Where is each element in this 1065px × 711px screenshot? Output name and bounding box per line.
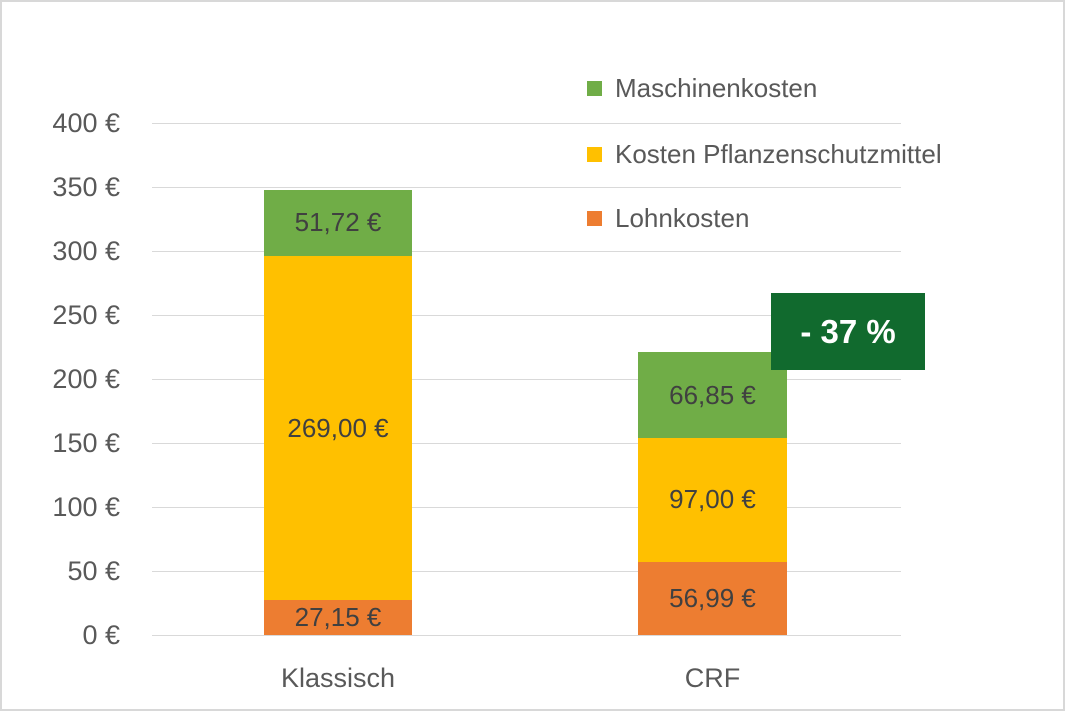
bar-segment-maschinenkosten-klassisch: 51,72 € xyxy=(264,189,412,256)
bar-segment-maschinenkosten-crf: 66,85 € xyxy=(638,352,787,438)
gridline xyxy=(152,251,901,252)
y-axis-tick-label: 350 € xyxy=(52,172,120,202)
bar-segment-value-label: 27,15 € xyxy=(294,602,382,633)
y-axis-tick-label: 300 € xyxy=(52,236,120,266)
bar-segment-value-label: 97,00 € xyxy=(669,484,756,515)
gridline xyxy=(152,123,901,124)
legend-label: Lohnkosten xyxy=(615,202,750,233)
gridline xyxy=(152,635,901,636)
y-axis-tick-label: 50 € xyxy=(67,556,120,586)
legend-swatch-icon xyxy=(587,210,602,226)
legend-swatch-icon xyxy=(587,80,602,96)
gridline xyxy=(152,507,901,508)
legend-label: Kosten Pflanzenschutzmittel xyxy=(615,138,942,169)
percent-change-badge: - 37 % xyxy=(771,293,925,370)
legend-swatch-icon xyxy=(587,146,602,162)
bar-segment-kosten-pflanzenschutzmittel-crf: 97,00 € xyxy=(638,437,787,563)
y-axis-tick-label: 100 € xyxy=(52,492,120,522)
gridline xyxy=(152,187,901,188)
bar-segment-lohnkosten-klassisch: 27,15 € xyxy=(264,600,412,635)
gridline xyxy=(152,379,901,380)
gridline xyxy=(152,443,901,444)
bar-segment-value-label: 56,99 € xyxy=(669,583,756,614)
gridline xyxy=(152,571,901,572)
legend-item-kosten-pflanzenschutzmittel: Kosten Pflanzenschutzmittel xyxy=(587,138,942,170)
x-axis-category-label: CRF xyxy=(684,663,741,693)
gridline xyxy=(152,315,901,316)
x-axis-category-label: Klassisch xyxy=(280,663,396,693)
y-axis-tick-label: 0 € xyxy=(82,620,120,650)
y-axis-tick-label: 150 € xyxy=(52,428,120,458)
bar-segment-lohnkosten-crf: 56,99 € xyxy=(638,562,787,635)
legend-item-lohnkosten: Lohnkosten xyxy=(587,202,749,234)
legend-item-maschinenkosten: Maschinenkosten xyxy=(587,72,817,104)
bar-segment-kosten-pflanzenschutzmittel-klassisch: 269,00 € xyxy=(264,255,412,601)
legend-label: Maschinenkosten xyxy=(615,72,818,103)
y-axis-tick-label: 250 € xyxy=(52,300,120,330)
y-axis-tick-label: 200 € xyxy=(52,364,120,394)
y-axis-tick-label: 400 € xyxy=(52,108,120,138)
bar-segment-value-label: 269,00 € xyxy=(287,412,389,443)
bar-segment-value-label: 51,72 € xyxy=(294,207,382,238)
bar-segment-value-label: 66,85 € xyxy=(669,379,756,410)
